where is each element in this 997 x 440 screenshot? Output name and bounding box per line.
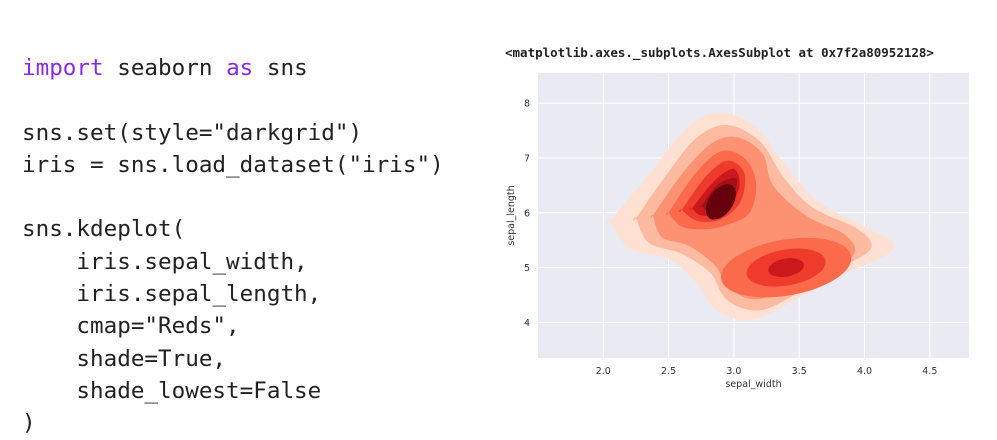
code-text: cmap="Reds", xyxy=(22,313,240,340)
code-keyword: import xyxy=(22,55,104,81)
y-tick-label: 8 xyxy=(524,99,530,110)
code-text: seaborn xyxy=(103,55,227,81)
code-text: sns.kdeplot( xyxy=(22,216,186,243)
y-tick-label: 4 xyxy=(524,318,530,329)
code-line: iris = sns.load_dataset("iris") xyxy=(22,149,444,181)
code-text: iris = sns.load_dataset("iris") xyxy=(22,151,444,178)
y-tick-label: 6 xyxy=(524,208,530,219)
code-line: shade=True, xyxy=(22,343,444,375)
code-text: shade_lowest=False xyxy=(22,377,322,404)
code-line: iris.sepal_width, xyxy=(22,246,444,278)
code-line: cmap="Reds", xyxy=(22,310,444,342)
code-line: iris.sepal_length, xyxy=(22,278,444,310)
code-text: shade=True, xyxy=(22,345,227,372)
code-text: sns xyxy=(253,55,308,81)
code-line: import seaborn as sns xyxy=(22,52,444,84)
y-tick-label: 5 xyxy=(524,263,530,274)
x-tick-label: 2.5 xyxy=(661,366,676,377)
y-tick-label: 7 xyxy=(524,153,530,164)
code-text: ) xyxy=(22,410,36,437)
code-line: ) xyxy=(22,407,444,439)
code-keyword: as xyxy=(226,55,254,81)
code-line: shade_lowest=False xyxy=(22,375,444,407)
x-tick-label: 3.0 xyxy=(726,366,741,377)
code-text: iris.sepal_length, xyxy=(22,281,322,308)
x-tick-label: 4.5 xyxy=(922,366,937,377)
x-tick-label: 2.0 xyxy=(596,366,611,377)
code-block: import seaborn as sns sns.set(style="dar… xyxy=(22,52,444,440)
code-line: sns.kdeplot( xyxy=(22,213,444,245)
y-axis-label: sepal_length xyxy=(506,185,517,245)
code-line: sns.set(style="darkgrid") xyxy=(22,117,444,149)
code-text: iris.sepal_width, xyxy=(22,248,308,275)
kde-mode1-peak xyxy=(705,184,736,220)
output-repr-text: <matplotlib.axes._subplots.AxesSubplot a… xyxy=(505,45,934,60)
x-axis-label: sepal_width xyxy=(725,379,781,390)
x-tick-label: 4.0 xyxy=(857,366,872,377)
x-tick-label: 3.5 xyxy=(792,366,807,377)
code-text: sns.set(style="darkgrid") xyxy=(22,119,363,146)
kde-mode2-level-3 xyxy=(768,258,804,277)
